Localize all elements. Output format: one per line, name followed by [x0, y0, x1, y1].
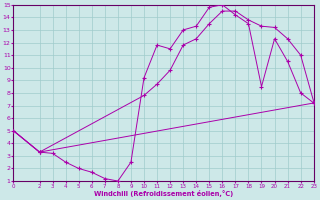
X-axis label: Windchill (Refroidissement éolien,°C): Windchill (Refroidissement éolien,°C) — [94, 190, 233, 197]
